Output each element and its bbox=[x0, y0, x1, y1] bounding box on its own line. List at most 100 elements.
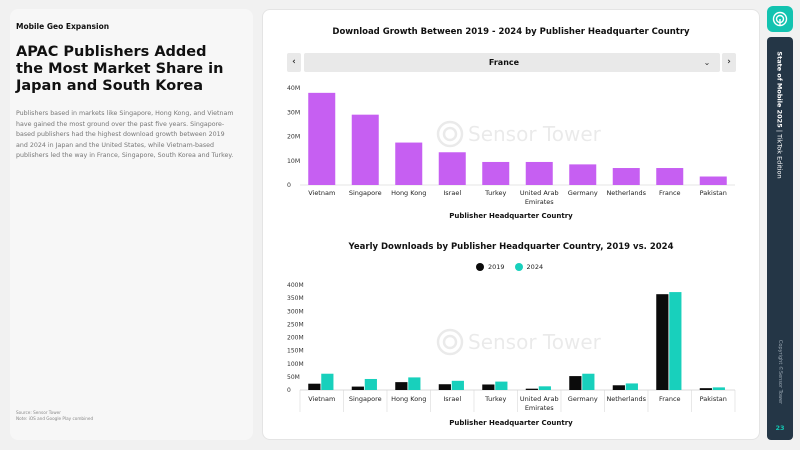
growth-ytick: 0 bbox=[287, 182, 291, 189]
note-line: Note: iOS and Google Play combined bbox=[16, 416, 94, 421]
yearly-tick-hong-kong: Hong Kong bbox=[391, 395, 426, 403]
growth-tick-france: France bbox=[659, 189, 681, 197]
yearly-bar-2019-singapore bbox=[351, 386, 364, 390]
copyright-label: Copyright ©Sensor Tower bbox=[777, 339, 784, 405]
page-number: 23 bbox=[775, 424, 785, 432]
legend-label-2024: 2024 bbox=[526, 263, 544, 271]
source-note: Source: Sensor Tower Note: iOS and Googl… bbox=[16, 410, 93, 422]
growth-bar-vietnam bbox=[308, 92, 336, 185]
report-title: State of Mobile 2025 | TikTok Edition bbox=[767, 42, 793, 188]
legend-label-2019: 2019 bbox=[488, 263, 505, 271]
growth-ytick: 20M bbox=[287, 134, 300, 141]
yearly-tick-turkey: Turkey bbox=[484, 395, 506, 403]
yearly-tick-france: France bbox=[659, 395, 681, 403]
growth-chart-title: Download Growth Between 2019 - 2024 by P… bbox=[332, 27, 690, 37]
yearly-ytick: 350M bbox=[287, 295, 304, 302]
yearly-tick-vietnam: Vietnam bbox=[308, 395, 335, 403]
growth-tick-hong-kong: Hong Kong bbox=[391, 189, 426, 197]
yearly-bar-2019-pakistan bbox=[699, 388, 712, 390]
yearly-tick-israel: Israel bbox=[443, 395, 461, 403]
growth-x-axis-label: Publisher Headquarter Country bbox=[449, 212, 573, 220]
watermark-text: Sensor Tower bbox=[468, 122, 602, 146]
yearly-bar-2024-israel bbox=[451, 380, 464, 390]
yearly-ytick: 300M bbox=[287, 308, 304, 315]
growth-tick-united-arab-emirates: Emirates bbox=[525, 198, 554, 206]
yearly-x-axis-label: Publisher Headquarter Country bbox=[449, 419, 573, 427]
yearly-tick-united-arab-emirates: United Arab bbox=[520, 395, 559, 403]
chart-legend: 2019 2024 bbox=[476, 262, 553, 272]
yearly-bar-2024-united-arab-emirates bbox=[538, 386, 551, 390]
growth-tick-vietnam: Vietnam bbox=[308, 189, 335, 197]
growth-bar-united-arab-emirates bbox=[525, 161, 553, 185]
yearly-bar-2019-united-arab-emirates bbox=[525, 388, 538, 390]
rail-bar bbox=[767, 37, 793, 440]
growth-tick-singapore: Singapore bbox=[349, 189, 382, 197]
yearly-bar-2024-netherlands bbox=[625, 383, 638, 390]
copyright-text: Copyright ©Sensor Tower bbox=[767, 330, 793, 414]
yearly-bar-2024-pakistan bbox=[712, 387, 725, 390]
growth-ytick: 30M bbox=[287, 109, 300, 116]
legend-item-2019[interactable]: 2019 bbox=[476, 263, 505, 271]
section-eyebrow: Mobile Geo Expansion bbox=[16, 22, 110, 31]
yearly-chart-title: Yearly Downloads by Publisher Headquarte… bbox=[348, 242, 674, 252]
growth-tick-pakistan: Pakistan bbox=[700, 189, 727, 197]
yearly-bar-2024-germany bbox=[582, 373, 595, 390]
growth-tick-netherlands: Netherlands bbox=[606, 189, 646, 197]
yearly-ytick: 250M bbox=[287, 321, 304, 328]
growth-tick-turkey: Turkey bbox=[484, 189, 506, 197]
page-headline: APAC Publishers Added the Most Market Sh… bbox=[16, 44, 224, 94]
growth-bar-singapore bbox=[351, 114, 379, 185]
chevron-down-icon[interactable]: ⌄ bbox=[703, 58, 711, 67]
yearly-bar-2019-hong-kong bbox=[395, 382, 408, 390]
yearly-ytick: 200M bbox=[287, 335, 304, 342]
yearly-tick-netherlands: Netherlands bbox=[606, 395, 646, 403]
growth-bar-israel bbox=[438, 152, 466, 185]
growth-ytick: 40M bbox=[287, 85, 300, 92]
prev-country-button[interactable]: ‹ bbox=[287, 53, 301, 72]
growth-tick-germany: Germany bbox=[568, 189, 598, 197]
yearly-bar-2024-singapore bbox=[364, 378, 377, 390]
report-title-bold: State of Mobile 2025 bbox=[776, 51, 785, 128]
country-dropdown[interactable] bbox=[304, 53, 720, 72]
source-line: Source: Sensor Tower bbox=[16, 410, 61, 415]
growth-bar-germany bbox=[569, 164, 597, 185]
growth-bar-netherlands bbox=[612, 168, 640, 185]
growth-bar-pakistan bbox=[699, 176, 727, 185]
growth-bar-turkey bbox=[482, 161, 510, 185]
watermark-logo: Sensor Tower bbox=[436, 120, 602, 148]
yearly-ytick: 50M bbox=[287, 374, 300, 381]
report-title-rest: | TikTok Edition bbox=[776, 129, 785, 179]
watermark-logo-2: Sensor Tower bbox=[436, 328, 602, 356]
watermark-text: Sensor Tower bbox=[468, 330, 602, 354]
growth-tick-israel: Israel bbox=[443, 189, 461, 197]
growth-bar-france bbox=[656, 168, 684, 185]
yearly-ytick: 0 bbox=[287, 387, 291, 394]
next-country-button[interactable]: › bbox=[722, 53, 736, 72]
narrative-card bbox=[10, 9, 253, 440]
yearly-ytick: 150M bbox=[287, 348, 304, 355]
yearly-bar-2019-germany bbox=[569, 376, 582, 390]
yearly-bar-2024-hong-kong bbox=[408, 377, 421, 390]
yearly-ytick: 400M bbox=[287, 282, 304, 289]
yearly-bar-2019-israel bbox=[438, 384, 451, 390]
narrative-body: Publishers based in markets like Singapo… bbox=[16, 110, 234, 159]
country-dropdown-value[interactable]: France bbox=[488, 58, 520, 67]
legend-item-2024[interactable]: 2024 bbox=[514, 263, 544, 271]
growth-tick-united-arab-emirates: United Arab bbox=[520, 189, 559, 197]
yearly-ytick: 100M bbox=[287, 361, 304, 368]
growth-bar-hong-kong bbox=[395, 142, 423, 185]
yearly-tick-singapore: Singapore bbox=[349, 395, 382, 403]
growth-ytick: 10M bbox=[287, 158, 300, 165]
yearly-bar-2024-vietnam bbox=[321, 373, 334, 390]
legend-swatch-2019 bbox=[476, 263, 484, 271]
yearly-bar-2019-france bbox=[656, 294, 669, 390]
yearly-bar-2019-vietnam bbox=[308, 383, 321, 390]
legend-swatch-2024 bbox=[514, 263, 523, 271]
yearly-tick-pakistan: Pakistan bbox=[700, 395, 727, 403]
yearly-tick-germany: Germany bbox=[568, 395, 598, 403]
yearly-bar-2019-netherlands bbox=[612, 385, 625, 390]
yearly-tick-united-arab-emirates: Emirates bbox=[525, 404, 554, 412]
yearly-bar-2024-france bbox=[669, 292, 682, 390]
yearly-bar-2024-turkey bbox=[495, 381, 508, 390]
